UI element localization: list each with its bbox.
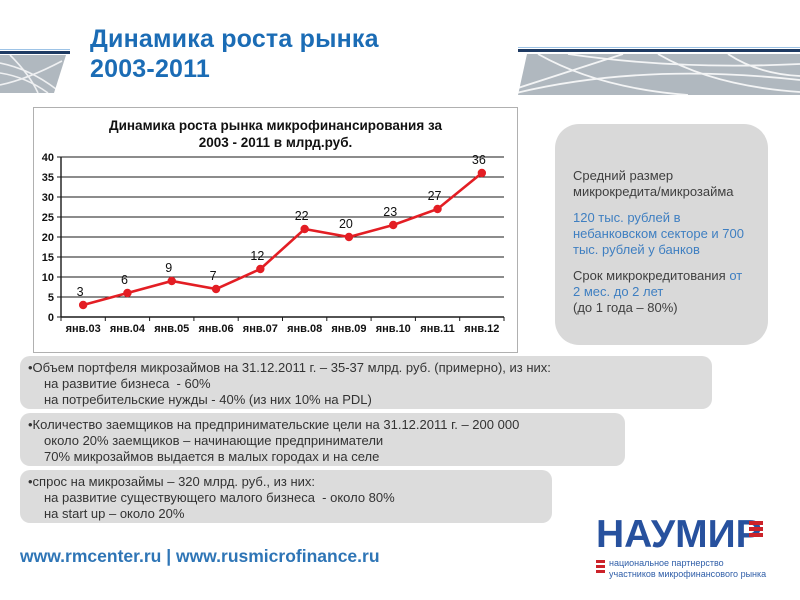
bullet-line: около 20% заемщиков – начинающие предпри…	[44, 433, 384, 448]
bullet-line: •спрос на микрозаймы – 320 млрд. руб., и…	[28, 474, 316, 489]
bullet-line: на развитие бизнеса - 60%	[44, 376, 211, 391]
bullet-box-portfolio: •Объем портфеля микрозаймов на 31.12.201…	[20, 356, 712, 409]
svg-text:27: 27	[428, 189, 442, 203]
bullet-box-borrowers: •Количество заемщиков на предприниматель…	[20, 413, 625, 466]
sidebar-note-heading: Средний размер микрокредита/микрозайма	[573, 168, 734, 199]
naumir-logo-wordmark: НАУМИР	[596, 514, 792, 556]
bullet-line: •Объем портфеля микрозаймов на 31.12.201…	[28, 360, 551, 375]
naumir-logo-red-bars-icon	[749, 521, 763, 537]
svg-text:40: 40	[42, 153, 54, 164]
chart-title: Динамика роста рынка микрофинансирования…	[34, 117, 517, 151]
naumir-logo-small-bars-icon	[596, 558, 605, 573]
svg-text:6: 6	[121, 273, 128, 287]
naumir-logo-subtitle-line2: участников микрофинансового рынка	[609, 569, 767, 579]
svg-text:янв.04: янв.04	[110, 323, 146, 335]
svg-text:10: 10	[42, 272, 54, 284]
sidebar-note-term-tail: (до 1 года – 80%)	[573, 300, 678, 315]
chart-title-line1: Динамика роста рынка микрофинансирования…	[108, 118, 443, 133]
sidebar-note: Средний размер микрокредита/микрозайма 1…	[555, 124, 768, 345]
naumir-logo-text: НАУМИР	[596, 513, 762, 556]
svg-text:36: 36	[472, 153, 486, 167]
svg-text:янв.10: янв.10	[376, 323, 411, 335]
svg-text:22: 22	[295, 209, 309, 223]
header-rule-left	[0, 49, 70, 54]
naumir-logo-subtitle: национальное партнерство участников микр…	[596, 558, 792, 580]
svg-text:9: 9	[165, 261, 172, 275]
svg-text:янв.11: янв.11	[420, 323, 455, 335]
page-title-line2: 2003-2011	[90, 55, 210, 83]
sidebar-note-term-label: Срок микрокредитования	[573, 268, 730, 283]
svg-text:янв.08: янв.08	[287, 323, 322, 335]
svg-text:янв.07: янв.07	[243, 323, 278, 335]
naumir-logo: НАУМИР национальное партнерство участник…	[596, 514, 792, 580]
svg-text:янв.06: янв.06	[198, 323, 233, 335]
header-decor-right	[507, 53, 800, 96]
bullet-line: на start up – около 20%	[44, 506, 185, 521]
bullet-line: •Количество заемщиков на предприниматель…	[28, 417, 520, 432]
svg-text:15: 15	[42, 252, 54, 264]
svg-text:20: 20	[339, 217, 353, 231]
header-rule-right	[518, 47, 800, 52]
bullet-line: на развитие существующего малого бизнеса…	[44, 490, 395, 505]
svg-text:янв.05: янв.05	[154, 323, 189, 335]
svg-text:0: 0	[48, 312, 54, 324]
header-decor-left	[0, 54, 70, 94]
bullet-line: 70% микрозаймов выдается в малых городах…	[44, 449, 380, 464]
page-title: Динамика роста рынка 2003-2011	[90, 24, 379, 84]
svg-text:23: 23	[383, 205, 397, 219]
svg-text:янв.03: янв.03	[66, 323, 101, 335]
svg-text:12: 12	[250, 249, 264, 263]
footer-links[interactable]: www.rmcenter.ru | www.rusmicrofinance.ru	[20, 546, 380, 566]
naumir-logo-subtitle-line1: национальное партнерство	[609, 558, 724, 568]
bullet-line: на потребительские нужды - 40% (из них 1…	[44, 392, 372, 407]
sidebar-note-term: Срок микрокредитования от 2 мес. до 2 ле…	[573, 268, 750, 316]
svg-text:30: 30	[42, 192, 54, 204]
sidebar-note-avg-size: 120 тыс. рублей в небанковском секторе и…	[573, 210, 744, 257]
chart-title-line2: 2003 - 2011 в млрд.руб.	[198, 135, 353, 150]
bullet-box-demand: •спрос на микрозаймы – 320 млрд. руб., и…	[20, 470, 552, 523]
page-title-line1: Динамика роста рынка	[90, 25, 379, 53]
svg-text:янв.09: янв.09	[331, 323, 366, 335]
sidebar-note-term-value: от 2 мес. до 2 лет	[573, 268, 743, 299]
line-chart: 0 5 10 15 20 25 30 35 40 янв.03 янв.04 янв.05 янв.06…	[42, 153, 505, 335]
svg-text:янв.12: янв.12	[464, 323, 499, 335]
naumir-logo-subtitle-text: национальное партнерство участников микр…	[609, 558, 766, 580]
svg-text:5: 5	[48, 292, 54, 304]
svg-text:7: 7	[210, 269, 217, 283]
svg-text:3: 3	[77, 285, 84, 299]
chart-panel: Динамика роста рынка микрофинансирования…	[33, 107, 518, 353]
svg-text:25: 25	[42, 212, 54, 224]
svg-text:20: 20	[42, 232, 54, 244]
svg-text:35: 35	[42, 172, 54, 184]
